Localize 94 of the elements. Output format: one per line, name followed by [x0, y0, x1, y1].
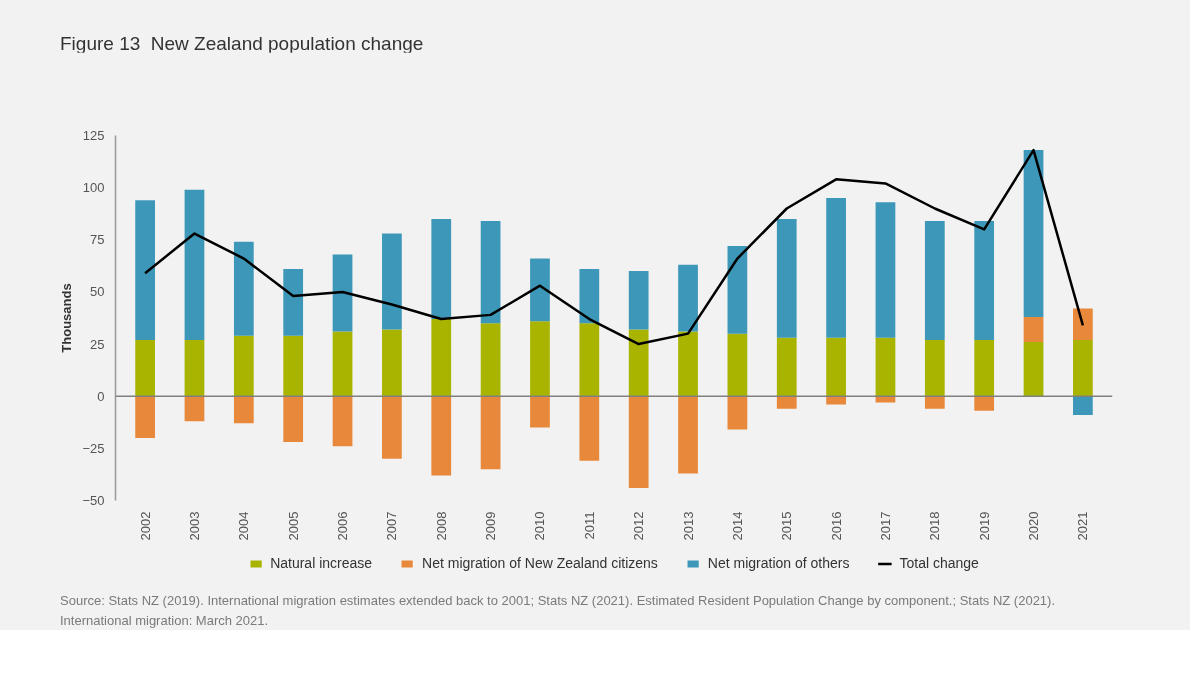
bar: [530, 396, 550, 428]
bar: [135, 396, 155, 438]
bar: [579, 323, 600, 397]
bar: [875, 337, 896, 397]
bar: [480, 221, 501, 324]
y-tick-label: 125: [82, 128, 105, 143]
legend-label: Net migration of New Zealand citizens: [422, 555, 658, 571]
x-tick-label: 2005: [285, 511, 301, 541]
bar: [579, 396, 600, 461]
bar: [678, 331, 698, 397]
y-tick-label: 0: [97, 388, 105, 404]
x-tick-label: 2017: [877, 511, 893, 541]
bar: [776, 337, 797, 397]
x-tick-label: 2012: [631, 511, 647, 541]
source-note: Source: Stats NZ (2019). International migration estimates extended back to 2001; Stats NZ (2021). Estimated Resident Population Change by component.; Stats NZ (2021). International migration: March 2021.: [60, 592, 1057, 630]
x-tick-label: 2020: [1026, 511, 1042, 541]
bar: [233, 396, 254, 424]
bar: [382, 329, 402, 397]
bar: [332, 331, 353, 397]
y-tick-label: 50: [90, 284, 105, 300]
bar: [678, 264, 698, 332]
bar: [184, 339, 205, 397]
bar: [727, 333, 748, 397]
bar: [628, 396, 649, 488]
x-tick-label: 2016: [828, 511, 844, 541]
bar: [628, 329, 649, 397]
x-tick-label: 2008: [433, 511, 449, 541]
bar: [135, 339, 155, 397]
bar: [1023, 150, 1044, 317]
bar: [332, 396, 353, 447]
bar: [184, 396, 205, 422]
x-tick-label: 2003: [186, 511, 202, 541]
bar: [480, 396, 501, 470]
bar: [233, 241, 254, 336]
y-tick-label: −50: [82, 493, 105, 508]
bar: [184, 189, 205, 340]
bar: [924, 396, 945, 409]
x-tick-label: 2007: [384, 511, 400, 541]
bar: [1073, 396, 1093, 415]
legend-label: Total change: [899, 555, 979, 571]
bar: [678, 396, 698, 474]
bar: [283, 396, 304, 443]
bar: [431, 319, 452, 397]
bar: [382, 233, 402, 330]
bar: [1073, 339, 1093, 397]
bar: [875, 202, 896, 338]
x-tick-label: 2010: [532, 511, 548, 541]
bar: [1073, 308, 1093, 340]
bar: [776, 396, 797, 409]
x-tick-label: 2009: [483, 511, 499, 541]
x-tick-label: 2018: [927, 511, 943, 541]
line-series: [143, 148, 1085, 346]
bar: [924, 339, 945, 397]
x-tick-label: 2019: [976, 511, 992, 541]
bar: [826, 337, 846, 397]
legend-label: Net migration of others: [707, 555, 850, 571]
x-tick-label: 2021: [1075, 511, 1091, 541]
x-tick-label: 2013: [680, 511, 696, 541]
bar: [727, 396, 748, 430]
bar: [135, 200, 155, 340]
bar: [579, 268, 600, 324]
bar: [431, 396, 452, 476]
bar: [1023, 341, 1044, 397]
x-tick-label: 2011: [581, 511, 597, 540]
bar: [233, 335, 254, 397]
y-axis-title: Thousands: [59, 283, 75, 353]
bar: [727, 246, 748, 334]
legend-label: Natural increase: [270, 555, 373, 571]
x-tick-label: 2002: [137, 511, 153, 541]
bar: [431, 218, 452, 320]
bar: [332, 254, 353, 332]
x-tick-label: 2006: [335, 511, 351, 541]
bar: [1023, 316, 1044, 342]
y-tick-label: 100: [82, 180, 105, 196]
bar: [628, 271, 649, 330]
y-tick-label: −25: [82, 440, 105, 456]
bar: [924, 221, 945, 340]
bar: [776, 218, 797, 338]
bar: [530, 321, 550, 397]
bar: [283, 268, 304, 336]
chart-title: Figure 13 New Zealand population change: [60, 32, 424, 56]
x-tick-label: 2015: [779, 511, 795, 541]
bar: [974, 396, 995, 411]
bar: [283, 335, 304, 397]
bar: [382, 396, 402, 459]
bar: [974, 339, 995, 397]
bar: [480, 323, 501, 397]
bar: [974, 221, 995, 340]
y-tick-label: 75: [90, 232, 105, 248]
bar: [826, 198, 846, 338]
bar: [530, 258, 550, 322]
x-tick-label: 2014: [729, 511, 745, 541]
x-tick-label: 2004: [236, 511, 252, 541]
y-tick-label: 25: [90, 336, 105, 352]
